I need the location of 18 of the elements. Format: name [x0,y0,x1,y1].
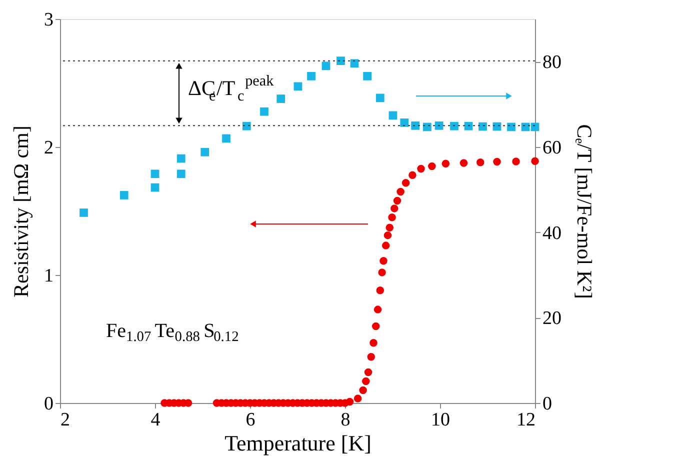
x-tick-label: 6 [246,410,256,430]
y2-tick-label: 80 [542,52,562,74]
y2-tick-label: 40 [542,222,562,244]
y-axis-title: Resistivity [mΩ cm] [9,126,33,298]
x-tick-label: 10 [431,410,450,430]
y-tick-label: 1 [44,266,54,286]
y-tick-label: 3 [44,10,54,30]
y2-tick-label: 20 [542,308,562,330]
y-tick-label: 2 [44,138,54,158]
x-tick-label: 4 [150,410,161,430]
x-tick-label: 2 [60,410,70,430]
x-tick-label: 12 [516,410,536,430]
x-tick-label: 8 [340,410,350,430]
x-axis-title: Temperature [K] [224,430,372,456]
y-tick-label: 0 [44,394,54,414]
y2-axis-title: Cₑ/T [mJ/Fe-mol K²] [572,124,596,299]
y2-tick-label: 60 [542,138,562,158]
y2-tick-label: 0 [542,394,552,414]
